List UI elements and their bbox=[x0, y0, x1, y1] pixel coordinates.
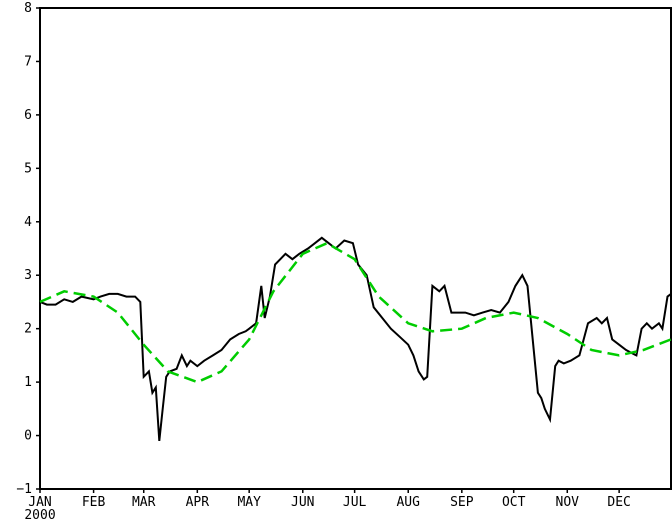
x-tick-label: JAN bbox=[28, 495, 51, 510]
x-tick-label: JUL bbox=[343, 495, 367, 510]
y-tick-label: 4 bbox=[24, 215, 32, 230]
x-tick-label: SEP bbox=[450, 495, 474, 510]
y-axis: −1 0 1 2 3 4 5 6 7 8 bbox=[16, 1, 40, 497]
plot-area bbox=[39, 7, 672, 490]
y-tick-label: 2 bbox=[24, 322, 32, 337]
x-tick-label: NOV bbox=[556, 495, 580, 510]
x-axis: JAN FEB MAR APR MAY JUN JUL AUG SEP OCT NOV DEC bbox=[28, 489, 631, 510]
x-tick-label: MAR bbox=[132, 495, 156, 510]
x-tick-label: APR bbox=[186, 495, 210, 510]
y-tick-label: 6 bbox=[24, 108, 32, 123]
y-tick-label: 3 bbox=[24, 268, 32, 283]
y-tick-label: −1 bbox=[16, 482, 32, 497]
x-tick-label: JUN bbox=[291, 495, 314, 510]
y-tick-label: 5 bbox=[24, 161, 32, 176]
y-tick-label: 7 bbox=[24, 54, 32, 69]
series-line-1 bbox=[39, 241, 672, 384]
y-tick-label: 1 bbox=[24, 375, 32, 390]
x-tick-label: FEB bbox=[82, 495, 106, 510]
x-year-label: 2000 bbox=[24, 508, 55, 523]
x-tick-label: AUG bbox=[396, 495, 420, 510]
x-tick-label: MAY bbox=[237, 495, 261, 510]
plot-frame bbox=[39, 7, 672, 490]
x-tick-label: OCT bbox=[502, 495, 526, 510]
y-tick-label: 0 bbox=[24, 429, 32, 444]
y-tick-label: 8 bbox=[24, 1, 32, 16]
x-tick-label: DEC bbox=[607, 495, 630, 510]
